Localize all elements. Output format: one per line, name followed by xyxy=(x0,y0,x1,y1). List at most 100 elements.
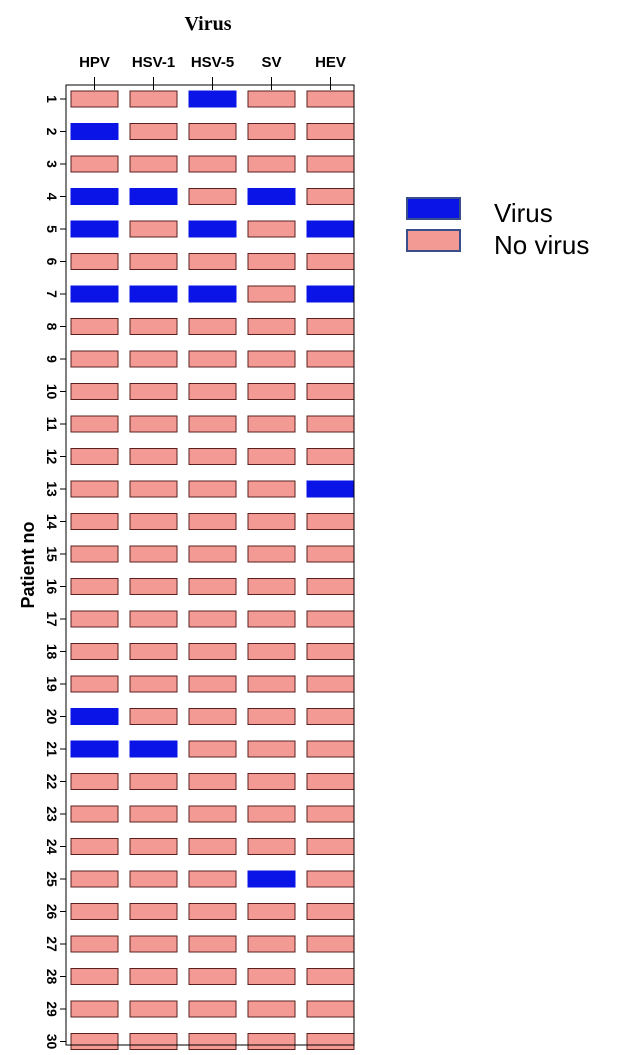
heatmap-cell-no-virus xyxy=(129,383,178,400)
legend: Virus No virus xyxy=(406,197,589,260)
heatmap-cell-no-virus xyxy=(188,773,237,790)
heatmap-cell-no-virus xyxy=(70,513,119,530)
heatmap-cell-no-virus xyxy=(70,675,119,693)
row-label-23: 23 xyxy=(44,806,60,822)
heatmap-cell-virus xyxy=(306,480,355,498)
heatmap-cell-no-virus xyxy=(306,968,355,985)
row-label-19: 19 xyxy=(44,676,60,692)
plot-frame xyxy=(65,84,355,1046)
legend-swatch-virus xyxy=(406,197,461,220)
row-label-25: 25 xyxy=(44,871,60,887)
heatmap-cell-no-virus xyxy=(188,415,237,433)
heatmap-cell-no-virus xyxy=(70,773,119,790)
y-axis-title: Patient no xyxy=(18,521,38,608)
heatmap-cell-no-virus xyxy=(306,123,355,140)
heatmap-cell-no-virus xyxy=(247,740,296,758)
heatmap-cell-no-virus xyxy=(306,448,355,465)
heatmap-cell-no-virus xyxy=(247,805,296,823)
heatmap-cell-no-virus xyxy=(129,220,178,238)
heatmap-cell-virus xyxy=(70,123,119,140)
heatmap-cell-no-virus xyxy=(129,870,178,888)
heatmap-cell-no-virus xyxy=(129,415,178,433)
heatmap-cell-no-virus xyxy=(129,773,178,790)
row-label-28: 28 xyxy=(44,969,60,985)
heatmap-cell-no-virus xyxy=(70,448,119,465)
heatmap-cell-no-virus xyxy=(247,838,296,855)
column-labels: HPV HSV-1 HSV-5 SV HEV xyxy=(79,54,346,90)
heatmap-cell-no-virus xyxy=(247,383,296,400)
column-label-hev: HEV xyxy=(315,54,346,71)
heatmap-cell-no-virus xyxy=(306,318,355,335)
heatmap-cell-no-virus xyxy=(129,935,178,953)
heatmap-cell-no-virus xyxy=(70,155,119,173)
heatmap-cell-virus xyxy=(129,188,178,205)
heatmap-cell-no-virus xyxy=(188,513,237,530)
heatmap-cell-no-virus xyxy=(129,513,178,530)
heatmap-cell-no-virus xyxy=(306,903,355,920)
heatmap-cell-no-virus xyxy=(247,773,296,790)
row-label-17: 17 xyxy=(44,611,60,627)
heatmap-cell-virus xyxy=(129,740,178,758)
heatmap-cell-no-virus xyxy=(129,545,178,563)
heatmap-cell-no-virus xyxy=(188,318,237,335)
heatmap-cell-virus xyxy=(247,870,296,888)
heatmap-cell-no-virus xyxy=(188,1000,237,1018)
heatmap-cell-no-virus xyxy=(247,968,296,985)
row-label-12: 12 xyxy=(44,449,60,465)
heatmap-cell-no-virus xyxy=(129,253,178,270)
heatmap-cell-no-virus xyxy=(188,253,237,270)
heatmap-cell-no-virus xyxy=(247,155,296,173)
heatmap-cell-no-virus xyxy=(247,123,296,140)
heatmap-cell-no-virus xyxy=(188,545,237,563)
heatmap-cell-no-virus xyxy=(70,383,119,400)
heatmap-cell-no-virus xyxy=(188,123,237,140)
heatmap-cell-virus xyxy=(70,188,119,205)
heatmap-cell-no-virus xyxy=(70,870,119,888)
heatmap-cell-no-virus xyxy=(129,708,178,725)
column-label-hsv-5: HSV-5 xyxy=(191,54,234,71)
heatmap-cell-no-virus xyxy=(129,968,178,985)
heatmap-cell-no-virus xyxy=(247,350,296,368)
heatmap-cell-no-virus xyxy=(247,448,296,465)
heatmap-cell-no-virus xyxy=(306,838,355,855)
heatmap-cell-no-virus xyxy=(306,870,355,888)
row-label-6: 6 xyxy=(44,258,60,266)
heatmap-cell-virus xyxy=(70,708,119,725)
heatmap-cell-no-virus xyxy=(70,545,119,563)
heatmap-cell-no-virus xyxy=(247,708,296,725)
heatmap-cell-no-virus xyxy=(129,578,178,595)
heatmap-cell-no-virus xyxy=(247,675,296,693)
row-label-7: 7 xyxy=(44,290,60,298)
heatmap-cell-no-virus xyxy=(129,448,178,465)
heatmap-cell-no-virus xyxy=(70,805,119,823)
legend-label-virus: Virus xyxy=(494,198,553,228)
heatmap-cell-no-virus xyxy=(306,513,355,530)
heatmap-cell-no-virus xyxy=(247,513,296,530)
heatmap-cell-no-virus xyxy=(247,1033,296,1050)
column-label-sv: SV xyxy=(261,54,281,71)
heatmap-cell-no-virus xyxy=(188,383,237,400)
heatmap-cell-no-virus xyxy=(247,90,296,108)
heatmap-cell-no-virus xyxy=(70,253,119,270)
heatmap-cell-no-virus xyxy=(70,415,119,433)
row-label-15: 15 xyxy=(44,546,60,562)
heatmap-cell-no-virus xyxy=(306,1033,355,1050)
heatmap-cell-no-virus xyxy=(70,610,119,628)
row-label-18: 18 xyxy=(44,644,60,660)
heatmap-cell-no-virus xyxy=(188,870,237,888)
heatmap-cell-no-virus xyxy=(70,838,119,855)
heatmap-cell-virus xyxy=(306,285,355,303)
heatmap-cell-no-virus xyxy=(306,155,355,173)
heatmap-cell-no-virus xyxy=(306,545,355,563)
heatmap-cell-no-virus xyxy=(129,1033,178,1050)
heatmap-cell-virus xyxy=(247,188,296,205)
row-label-9: 9 xyxy=(44,355,60,363)
heatmap-cell-no-virus xyxy=(188,935,237,953)
heatmap-cell-no-virus xyxy=(129,90,178,108)
heatmap-cell-no-virus xyxy=(129,155,178,173)
heatmap-cell-no-virus xyxy=(188,480,237,498)
heatmap-cell-no-virus xyxy=(247,903,296,920)
heatmap-cells xyxy=(70,90,355,1050)
heatmap-cell-no-virus xyxy=(306,90,355,108)
